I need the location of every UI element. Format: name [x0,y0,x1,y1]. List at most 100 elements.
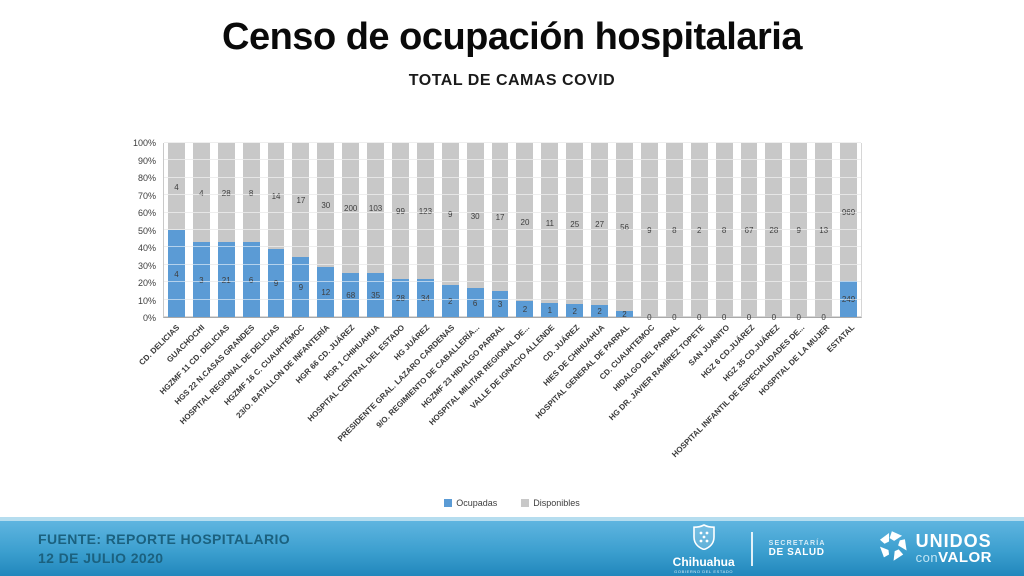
available-segment [342,143,360,273]
value-label-available: 4 [174,182,179,192]
source-text: FUENTE: REPORTE HOSPITALARIO 12 DE JULIO… [38,530,290,568]
value-label-occupied: 0 [647,313,652,322]
value-label-available: 17 [495,212,505,222]
bar: 68 200 [338,143,363,317]
gridline-overlay [164,246,861,248]
unidos-con-valor-logo: UNIDOS conVALOR [876,529,992,568]
bar: 68 [239,143,264,317]
occupied-segment [416,279,434,317]
secretaria-line1: SECRETARÍA [768,539,826,547]
bar: 0 13 [811,143,836,322]
occupied-segment [466,288,484,317]
bar: 35 103 [363,143,388,317]
value-label-available: 25 [570,219,580,229]
gridline [164,316,861,317]
value-label-occupied: 68 [346,290,356,300]
value-label-available: 8 [721,226,727,235]
value-label-occupied: 6 [231,276,271,285]
chihuahua-subtitle: GOBIERNO DEL ESTADO [674,568,734,574]
source-line1: FUENTE: REPORTE HOSPITALARIO [38,531,291,547]
bar: 1 11 [537,143,562,317]
plot-area: 4434212868914917123068200351032899341232… [163,142,862,322]
unidos-line2: conVALOR [916,550,992,565]
value-label-available: 9 [796,226,801,235]
y-tick-label: 20% [137,278,156,288]
value-label-available: 27 [595,220,605,229]
unidos-valor: VALOR [938,549,992,566]
occupied-segment [167,230,185,317]
occupied-segment [541,302,559,317]
bar: 249 969 [836,143,861,317]
value-label-available: 13 [819,226,829,235]
value-label-occupied: 3 [181,276,221,285]
value-label-available: 17 [296,195,306,205]
occupied-segment [367,272,385,317]
legend-item-ocupadas: Ocupadas [444,498,497,508]
y-tick-label: 10% [137,295,156,306]
value-label-available: 30 [470,211,480,221]
occupied-segment [342,272,360,317]
bar: 12 30 [313,143,338,317]
footer-accent-line [0,517,1024,521]
bar: 2 56 [612,143,637,319]
gridline-overlay [164,229,861,230]
gridline-overlay [164,142,861,143]
chart-subtitle: TOTAL DE CAMAS COVID [408,72,616,89]
gridline-overlay [164,281,861,283]
value-label-available: 8 [672,226,677,235]
bar: 6 30 [463,143,488,317]
value-label-available: 99 [380,207,420,216]
value-label-occupied: 0 [672,313,677,322]
chihuahua-logo: Chihuahua GOBIERNO DEL ESTADO [673,523,735,574]
value-label-available: 20 [520,218,530,228]
value-label-occupied: 1 [547,305,553,315]
y-tick-label: 60% [137,208,156,218]
value-label-available: 8 [231,189,271,198]
logo-divider [750,531,753,566]
bar: 2899 [388,143,413,317]
value-label-occupied: 21 [206,276,246,285]
value-label-available: 2 [696,226,702,235]
value-label-occupied: 3 [497,299,503,309]
value-label-occupied: 28 [380,294,420,303]
occupied-segment [566,304,584,317]
legend-item-disponibles: Disponibles [521,498,580,508]
available-segment [217,143,235,243]
bar: 9 17 [288,143,313,317]
gridline-overlay [164,211,861,213]
bar: 0 67 [737,143,762,322]
legend-label-disponibles: Disponibles [533,498,580,508]
value-label-occupied: 2 [522,305,528,315]
value-label-available: 56 [620,223,629,232]
footer: FUENTE: REPORTE HOSPITALARIO 12 DE JULIO… [0,521,1024,576]
occupied-segment [616,311,633,317]
value-label-occupied: 249 [841,295,856,305]
available-segment [665,143,683,317]
occupied-segment [441,285,459,317]
value-label-available: 200 [344,203,358,213]
value-label-available: 103 [368,203,383,213]
gridline-overlay [164,194,861,196]
available-segment [815,143,833,317]
value-label-occupied: 4 [174,269,179,279]
available-segment [740,143,758,317]
bar: 2 25 [562,143,587,317]
value-label-occupied: 9 [298,282,304,292]
value-label-available: 969 [841,208,856,218]
occupied-segment [516,301,534,317]
value-label-occupied: 0 [696,313,702,322]
available-segment [242,143,260,243]
value-label-occupied: 2 [622,310,627,319]
occupied-segment [317,267,335,317]
y-tick-label: 80% [137,173,156,183]
y-tick-label: 0% [142,313,156,323]
bar: 2 20 [513,143,538,317]
available-segment [541,143,559,303]
secretaria-salud-logo: SECRETARÍA DE SALUD [769,540,826,558]
y-tick-label: 30% [137,260,156,271]
